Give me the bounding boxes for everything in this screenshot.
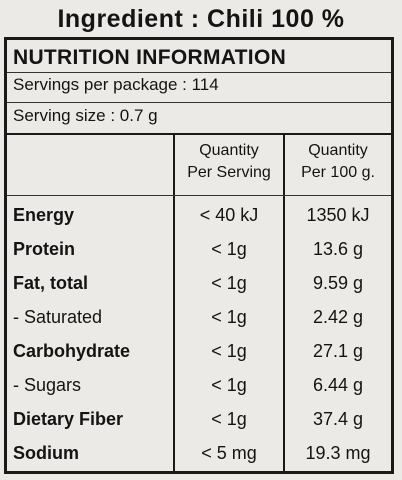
table-row: Carbohydrate < 1g 27.1 g (7, 334, 391, 368)
table-row: - Sugars < 1g 6.44 g (7, 368, 391, 402)
table-row: - Saturated < 1g 2.42 g (7, 300, 391, 334)
per-serving-value: < 1g (211, 409, 247, 429)
divider (7, 102, 391, 103)
divider (7, 195, 391, 196)
per-serving-value: < 1g (211, 307, 247, 327)
divider (7, 133, 391, 135)
nutrient-label: Fat, total (13, 273, 88, 293)
panel-heading: NUTRITION INFORMATION (13, 46, 287, 69)
column-header-line: Per Serving (187, 164, 271, 181)
per-100g-value: 1350 kJ (306, 205, 370, 225)
table-row: Sodium < 5 mg 19.3 mg (7, 436, 391, 470)
per-serving-value: < 40 kJ (199, 205, 259, 225)
nutrient-label: Carbohydrate (13, 341, 131, 361)
per-serving-value: < 1g (211, 375, 247, 395)
nutrient-label: Energy (13, 205, 75, 225)
table-row: Fat, total < 1g 9.59 g (7, 266, 391, 300)
table-row: Energy < 40 kJ 1350 kJ (7, 198, 391, 232)
ingredient-line: Ingredient : Chili 100 % (57, 5, 345, 33)
serving-size: Serving size : 0.7 g (13, 106, 158, 125)
column-header-per-serving: Quantity Per Serving (175, 140, 283, 184)
per-100g-value: 27.1 g (312, 341, 364, 361)
per-100g-value: 19.3 mg (305, 443, 371, 463)
column-divider (283, 133, 285, 471)
column-header-line: Quantity (199, 142, 259, 159)
column-header-per-100g: Quantity Per 100 g. (285, 140, 391, 184)
nutrient-label: - Sugars (13, 375, 82, 395)
per-100g-value: 37.4 g (312, 409, 364, 429)
nutrient-label: Dietary Fiber (13, 409, 124, 429)
nutrient-label: Protein (13, 239, 76, 259)
nutrition-panel: NUTRITION INFORMATION Servings per packa… (4, 37, 394, 474)
servings-per-package: Servings per package : 114 (13, 75, 219, 94)
divider (7, 72, 391, 73)
per-100g-value: 9.59 g (312, 273, 364, 293)
per-serving-value: < 1g (211, 239, 247, 259)
table-row: Protein < 1g 13.6 g (7, 232, 391, 266)
column-divider (173, 133, 175, 471)
nutrient-label: - Saturated (13, 307, 103, 327)
column-header-line: Quantity (308, 142, 368, 159)
table-row: Dietary Fiber < 1g 37.4 g (7, 402, 391, 436)
nutrient-label: Sodium (13, 443, 79, 463)
per-serving-value: < 1g (211, 341, 247, 361)
per-serving-value: < 1g (211, 273, 247, 293)
column-header-line: Per 100 g. (301, 164, 375, 181)
per-100g-value: 13.6 g (312, 239, 364, 259)
per-100g-value: 6.44 g (312, 375, 364, 395)
per-serving-value: < 5 mg (201, 443, 257, 463)
per-100g-value: 2.42 g (312, 307, 364, 327)
